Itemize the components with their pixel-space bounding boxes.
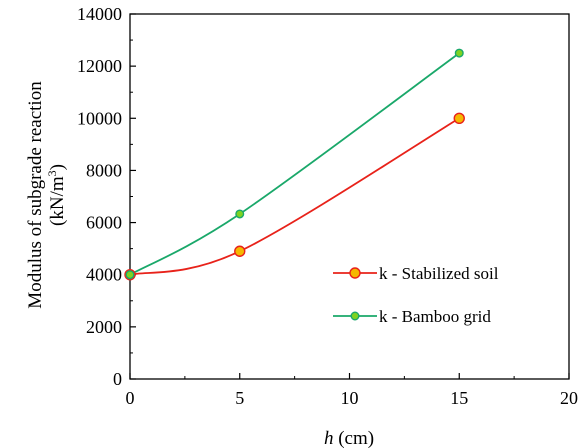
y-tick-label: 0 [113,369,122,389]
x-tick-label: 0 [126,388,135,408]
x-tick-label: 20 [560,388,578,408]
series-2-point [235,209,245,219]
legend: k - Stabilized soil k - Bamboo grid [333,264,499,326]
y-axis-title-sup: 3 [45,170,59,176]
legend-marker-1 [349,267,361,279]
y-tick-label: 8000 [86,160,122,180]
y-tick-label: 14000 [77,4,122,24]
series-2-point [454,48,464,58]
y-axis-title: Modulus of subgrade reaction (kN/m3) [25,81,68,309]
series-1-point [453,112,465,124]
plot-frame [129,13,570,380]
y-axis-title-line2: (kN/m3) [45,164,68,226]
series-2-point [125,270,135,280]
x-tick-label: 10 [341,388,359,408]
x-tick-label: 15 [450,388,468,408]
x-axis-title: h (cm) [324,428,374,448]
y-tick-label: 4000 [86,265,122,285]
x-tick-label: 5 [235,388,244,408]
legend-label-1: k - Stabilized soil [379,264,499,283]
x-ticks: 0 5 10 15 20 [126,373,578,408]
legend-marker-2 [350,311,360,321]
x-axis-title-var: h [324,428,334,448]
y-axis-title-unit: (kN/m [47,176,68,226]
y-axis-title-line1: Modulus of subgrade reaction [25,81,46,309]
series-1-point [234,245,246,257]
y-ticks: 0 2000 4000 6000 8000 10000 12000 14000 [77,4,136,389]
series-layer [124,48,465,281]
y-tick-label: 10000 [77,108,122,128]
y-tick-label: 2000 [86,317,122,337]
axes [129,13,570,380]
x-axis-title-unit: (cm) [333,428,374,448]
y-axis-title-close: ) [47,164,68,170]
series-line-1 [129,117,460,276]
y-tick-label: 6000 [86,213,122,233]
series-line-2 [129,52,460,276]
legend-label-2: k - Bamboo grid [379,307,491,326]
y-tick-label: 12000 [77,56,122,76]
